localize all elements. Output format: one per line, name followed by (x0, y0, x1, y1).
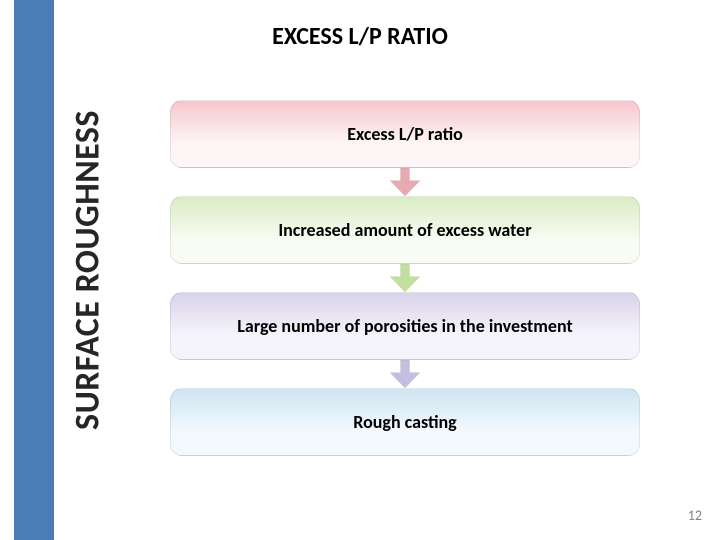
sidebar-label: SURFACE ROUGHNESS (68, 110, 109, 430)
arrow-down-icon (390, 360, 420, 388)
page-number: 12 (688, 507, 702, 524)
flow-arrow (390, 360, 420, 388)
flow-node-label: Large number of porosities in the invest… (237, 315, 572, 337)
flow-node-label: Excess L/P ratio (347, 123, 463, 145)
flow-node-label: Rough casting (353, 411, 456, 433)
flow-node-label: Increased amount of excess water (278, 219, 531, 241)
flow-node: Large number of porosities in the invest… (170, 292, 640, 360)
slide-title: EXCESS L/P RATIO (0, 22, 720, 51)
flow-node: Excess L/P ratio (170, 100, 640, 168)
arrow-down-icon (390, 168, 420, 196)
flow-node: Increased amount of excess water (170, 196, 640, 264)
flowchart: Excess L/P ratio Increased amount of exc… (170, 100, 640, 456)
arrow-down-icon (390, 264, 420, 292)
sidebar-bar (14, 0, 54, 540)
flow-node: Rough casting (170, 388, 640, 456)
flow-arrow (390, 168, 420, 196)
flow-arrow (390, 264, 420, 292)
